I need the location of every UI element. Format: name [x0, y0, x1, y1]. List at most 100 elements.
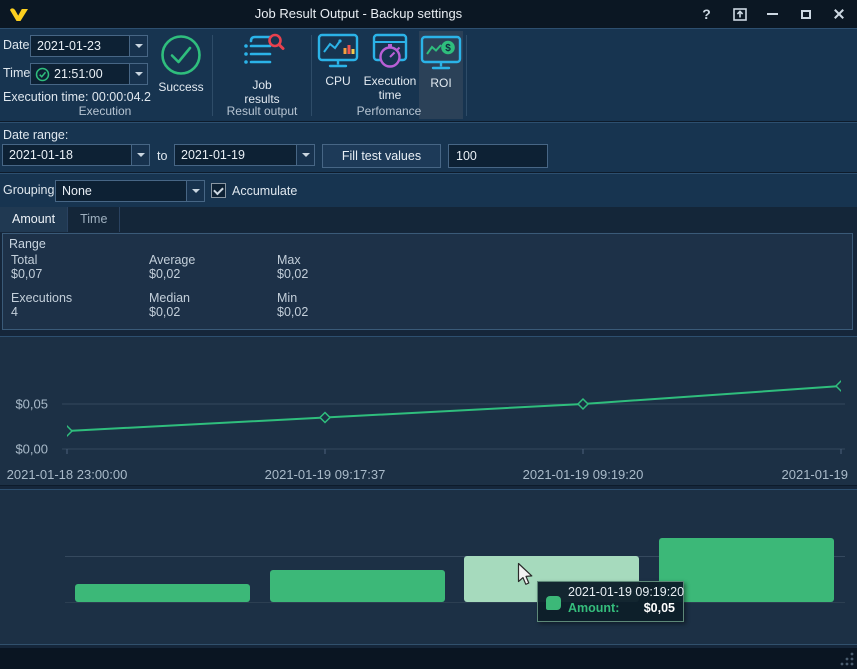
stat-value: $0,07 [11, 267, 42, 281]
cpu-icon [317, 33, 359, 71]
date-to-value: 2021-01-19 [175, 148, 296, 162]
accumulate-checkbox[interactable] [211, 183, 226, 198]
execution-time-text: Execution time: 00:00:04.2 [3, 90, 151, 104]
tooltip-value: $0,05 [644, 601, 675, 615]
stat-max: Max $0,02 [277, 253, 308, 281]
stat-label: Min [277, 291, 308, 305]
minimize-icon [767, 13, 778, 15]
time-value: 21:51:00 [50, 67, 129, 81]
execution-time-icon [369, 33, 411, 71]
chevron-down-icon[interactable] [186, 181, 204, 201]
ribbon: Date: 2021-01-23 Time: 21:51:00 Executio… [0, 28, 857, 122]
stat-value: $0,02 [149, 267, 195, 281]
date-from-picker[interactable]: 2021-01-18 [2, 144, 150, 166]
stat-label: Average [149, 253, 195, 267]
job-results-button[interactable]: Job results [226, 33, 298, 106]
close-button[interactable] [822, 0, 855, 28]
stats-group-title: Range [9, 237, 46, 251]
date-label: Date: [3, 38, 33, 52]
svg-text:$0,00: $0,00 [15, 442, 48, 457]
window-controls: ? [690, 0, 855, 28]
cpu-button[interactable]: CPU [315, 33, 361, 88]
roi-icon: $ [420, 35, 462, 73]
count-input[interactable]: 100 [448, 144, 548, 168]
tab-time[interactable]: Time [68, 207, 120, 232]
tab-amount[interactable]: Amount [0, 207, 68, 232]
mouse-cursor [517, 562, 535, 588]
stat-label: Total [11, 253, 42, 267]
app-window: Job Result Output - Backup settings ? [0, 0, 857, 669]
stat-value: $0,02 [277, 267, 308, 281]
stat-executions: Executions 4 [11, 291, 72, 319]
stat-value: $0,02 [149, 305, 190, 319]
svg-text:2021-01-19 09:17:37: 2021-01-19 09:17:37 [265, 467, 386, 482]
help-button[interactable]: ? [690, 0, 723, 28]
line-chart-panel[interactable]: $0,05 $0,00 2021-01-18 23:00:00 2021-01-19 … [0, 336, 857, 486]
date-picker[interactable]: 2021-01-23 [30, 35, 148, 57]
stat-value: 4 [11, 305, 72, 319]
tooltip-date: 2021-01-19 09:19:20 [568, 585, 675, 599]
cpu-label: CPU [325, 74, 350, 88]
to-label: to [157, 149, 167, 163]
grouping-select[interactable]: None [55, 180, 205, 202]
chevron-down-icon[interactable] [131, 145, 149, 165]
stat-average: Average $0,02 [149, 253, 195, 281]
bar-axis-line [65, 602, 845, 603]
stat-median: Median $0,02 [149, 291, 190, 319]
roi-label: ROI [430, 76, 451, 90]
date-to-picker[interactable]: 2021-01-19 [174, 144, 315, 166]
line-chart[interactable]: $0,05 $0,00 2021-01-18 23:00:00 2021-01-19 … [0, 337, 857, 486]
job-results-label: Job results [236, 78, 288, 106]
stat-value: $0,02 [277, 305, 308, 319]
fill-test-values-button[interactable]: Fill test values [322, 144, 441, 168]
time-picker[interactable]: 21:51:00 [30, 63, 148, 85]
legend-swatch-amount [546, 596, 561, 610]
resize-grip[interactable] [838, 650, 855, 667]
job-results-icon [239, 33, 285, 75]
float-window-button[interactable] [723, 0, 756, 28]
chart-bar[interactable] [659, 538, 834, 602]
window-title: Job Result Output - Backup settings [30, 0, 687, 28]
accumulate-label: Accumulate [232, 184, 297, 198]
chart-tooltip: 2021-01-19 09:19:20 Amount: $0,05 [537, 581, 684, 622]
stat-total: Total $0,07 [11, 253, 42, 281]
chevron-down-icon[interactable] [129, 64, 147, 84]
chevron-down-icon[interactable] [129, 36, 147, 56]
chevron-down-icon[interactable] [296, 145, 314, 165]
ribbon-separator [311, 35, 312, 116]
grouping-label: Grouping: [3, 183, 58, 197]
svg-text:$0,05: $0,05 [15, 397, 48, 412]
success-label: Success [158, 80, 203, 94]
group-label-execution: Execution [0, 104, 210, 118]
svg-text:2021-01-18 23:00:00: 2021-01-18 23:00:00 [7, 467, 128, 482]
titlebar: Job Result Output - Backup settings ? [0, 0, 857, 28]
tabstrip: Amount Time [0, 207, 857, 232]
svg-text:$: $ [445, 43, 451, 54]
group-label-result-output: Result output [213, 104, 311, 118]
success-status: Success [152, 33, 210, 94]
date-range-label: Date range: [3, 128, 68, 142]
minimize-button[interactable] [756, 0, 789, 28]
svg-text:2021-01-19: 2021-01-19 [782, 467, 849, 482]
svg-text:2021-01-19 09:19:20: 2021-01-19 09:19:20 [523, 467, 644, 482]
time-check-icon [35, 67, 50, 82]
stats-panel: Range Total $0,07 Average $0,02 Max $0,0… [2, 233, 853, 330]
grouping-value: None [56, 184, 186, 198]
stat-min: Min $0,02 [277, 291, 308, 319]
date-range-row: Date range: 2021-01-18 to 2021-01-19 Fil… [0, 122, 857, 173]
chart-bar[interactable] [270, 570, 445, 602]
execution-time-button-label: Execution time [360, 74, 420, 102]
maximize-button[interactable] [789, 0, 822, 28]
float-window-icon [733, 8, 747, 21]
grouping-row: Grouping: None Accumulate [0, 173, 857, 207]
maximize-icon [801, 10, 811, 19]
stat-label: Executions [11, 291, 72, 305]
success-icon [159, 33, 203, 77]
tooltip-series-label: Amount: [568, 601, 619, 615]
chart-bar[interactable] [75, 584, 250, 602]
execution-time-button[interactable]: Execution time [361, 33, 419, 102]
bar-chart-panel[interactable] [0, 489, 857, 645]
statusbar [0, 648, 857, 669]
ribbon-separator [466, 35, 467, 116]
group-label-performance: Perfomance [313, 104, 465, 118]
